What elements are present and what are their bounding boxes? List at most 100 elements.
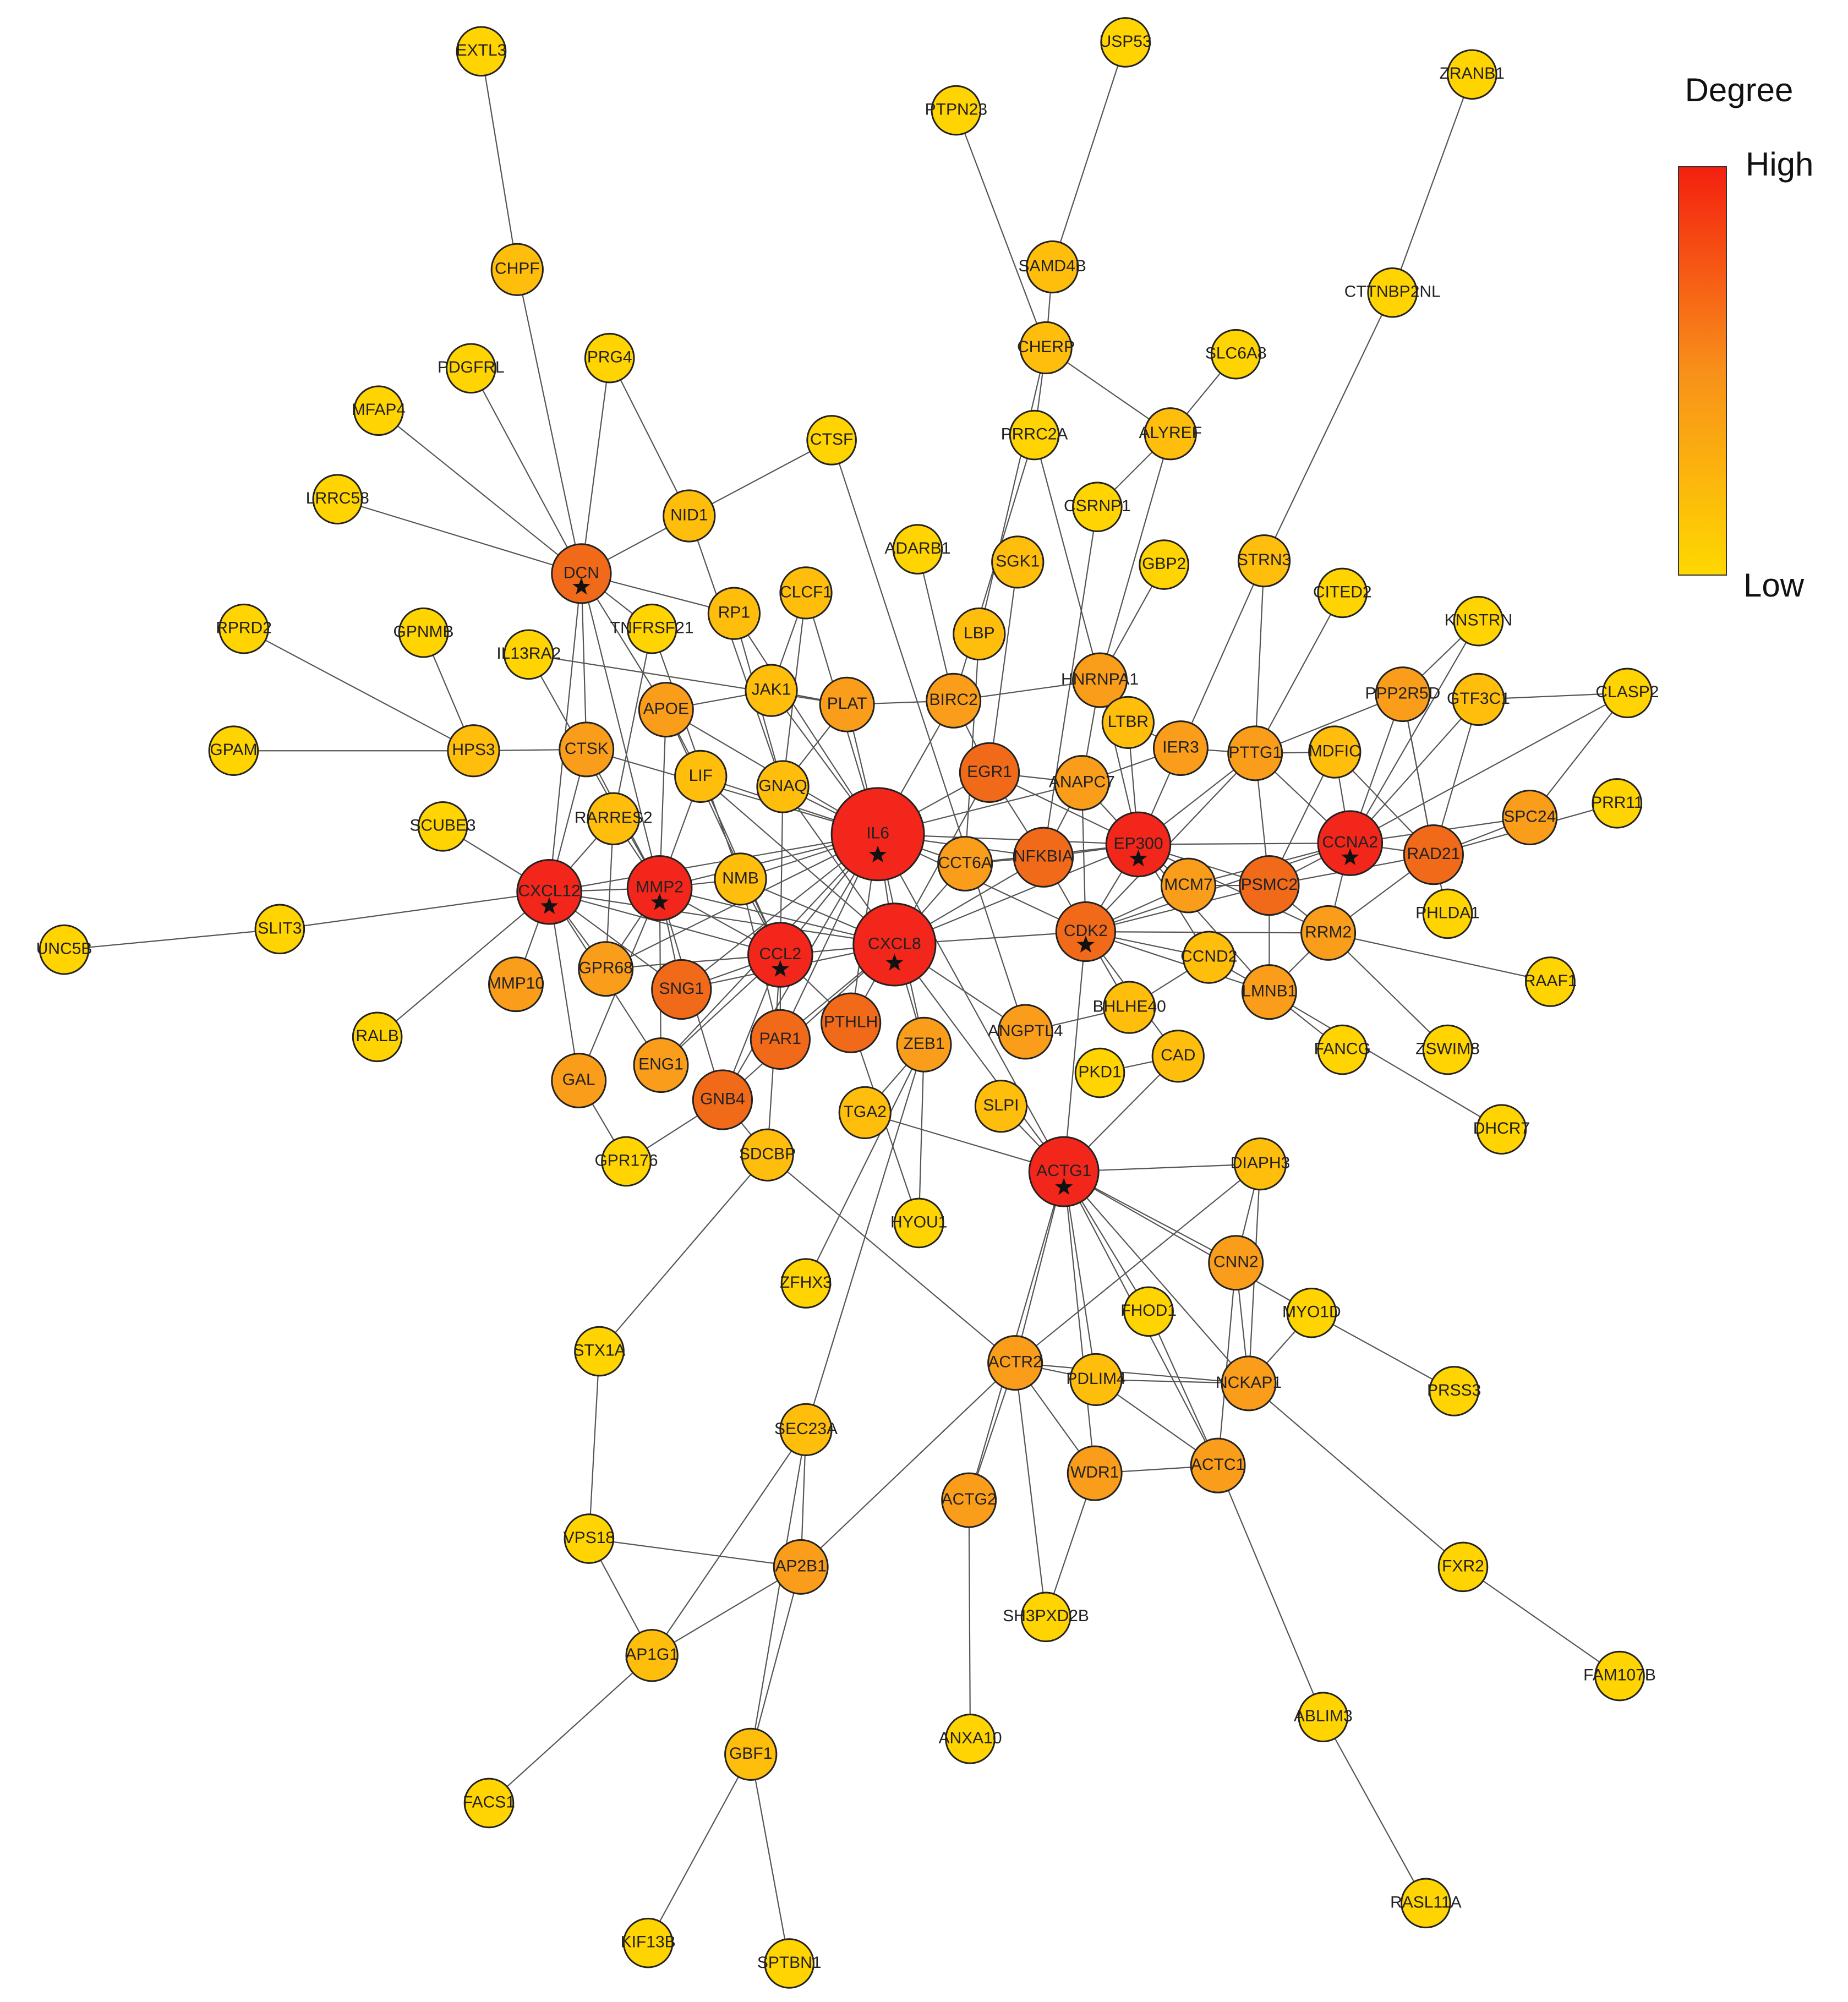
edge: [988, 562, 1019, 773]
edge: [1085, 931, 1270, 993]
edge: [1248, 1383, 1464, 1568]
edge: [1349, 692, 1628, 844]
node: [503, 629, 554, 680]
node: [780, 1258, 832, 1309]
node: [663, 489, 716, 543]
node: [997, 1004, 1053, 1060]
node-label: PSMC2: [1241, 876, 1298, 894]
edge: [700, 776, 895, 945]
node-label: APOE: [643, 700, 689, 718]
node-label: GPR176: [594, 1151, 658, 1169]
edge: [280, 891, 550, 930]
node: [463, 1777, 515, 1829]
node: [1103, 981, 1156, 1034]
node: [806, 415, 857, 466]
node-label: SLC6A8: [1205, 344, 1267, 363]
edge: [581, 358, 610, 574]
node: [1317, 810, 1384, 876]
node: [1069, 1353, 1123, 1407]
node-label: CXCL12: [518, 882, 580, 900]
edge: [516, 269, 582, 574]
edge: [480, 51, 518, 270]
node: [1403, 824, 1464, 885]
node-label: CSRNP1: [1064, 497, 1131, 515]
edge: [1063, 1172, 1096, 1474]
node: [674, 750, 728, 803]
edge: [1264, 292, 1393, 561]
node: [1100, 17, 1151, 68]
node: [1028, 1136, 1100, 1207]
node-label: CHERP: [1017, 338, 1075, 356]
edge: [894, 944, 1065, 1172]
node-label: PRG4: [587, 348, 632, 367]
edge: [488, 1655, 653, 1804]
node: [1446, 49, 1497, 100]
node: [945, 1714, 996, 1764]
node: [724, 1727, 778, 1781]
node: [1123, 1286, 1174, 1337]
hub-star: [572, 577, 591, 595]
node-label: ZEB1: [904, 1035, 945, 1053]
node-label: SPTBN1: [757, 1954, 822, 1972]
node: [1401, 1878, 1451, 1929]
legend-gradient: [1678, 166, 1727, 576]
node: [1429, 1366, 1479, 1416]
node-label: FXR2: [1442, 1557, 1484, 1575]
node-label: SNG1: [659, 980, 704, 998]
hub-star: [650, 893, 669, 910]
node-label: PTTG1: [1228, 743, 1282, 762]
node-label: MMP10: [488, 975, 544, 993]
node: [1525, 956, 1576, 1007]
node: [1308, 725, 1362, 779]
node-label: ADARB1: [884, 539, 950, 557]
node: [1144, 407, 1197, 461]
edge: [831, 440, 1026, 1032]
node-label: TNFRSF21: [610, 619, 694, 637]
node-label: NID1: [670, 506, 708, 524]
node: [1072, 482, 1123, 532]
edge: [647, 1754, 752, 1944]
node-label: CTTNBP2NL: [1344, 283, 1441, 301]
node-label: CAD: [1161, 1046, 1195, 1064]
node: [1592, 778, 1643, 829]
node-label: ANAPC7: [1049, 773, 1115, 791]
hub-star: [1341, 848, 1359, 866]
node-label: HPS3: [452, 741, 495, 759]
node: [1208, 1235, 1264, 1291]
edge: [665, 709, 781, 955]
node-label: RALB: [356, 1027, 398, 1045]
node: [1317, 567, 1368, 619]
node-label: STX1A: [573, 1342, 626, 1360]
node-label: PTHLH: [824, 1013, 878, 1031]
edge: [1327, 932, 1448, 1051]
node: [651, 959, 712, 1020]
edge: [955, 110, 1047, 348]
node-label: PAR1: [759, 1030, 801, 1048]
edge: [750, 1754, 790, 1964]
node: [208, 725, 259, 776]
edge: [1063, 1171, 1312, 1314]
node-label: LBP: [964, 624, 995, 642]
node-label: SDCBP: [739, 1145, 796, 1163]
node-label: ANXA10: [938, 1729, 1002, 1747]
node: [1026, 240, 1079, 294]
node-label: GPR68: [579, 959, 633, 977]
edge: [918, 1044, 925, 1223]
node: [353, 385, 404, 436]
node-label: PDGFRL: [438, 358, 505, 376]
edge: [613, 628, 653, 819]
node: [1476, 1104, 1527, 1155]
node: [1227, 725, 1283, 781]
node: [551, 1053, 607, 1109]
edge: [1042, 506, 1098, 857]
node-label: IL13RA2: [496, 644, 561, 663]
node-label: CCNA2: [1322, 833, 1378, 851]
edge: [877, 834, 1065, 1172]
node-label: CHPF: [495, 260, 540, 278]
node: [959, 742, 1020, 803]
node-label: MDFIC: [1309, 742, 1361, 760]
node-label: PPP2R5D: [1365, 685, 1441, 703]
nodes: [39, 17, 1653, 1989]
node: [838, 1086, 892, 1139]
node: [633, 1037, 689, 1093]
